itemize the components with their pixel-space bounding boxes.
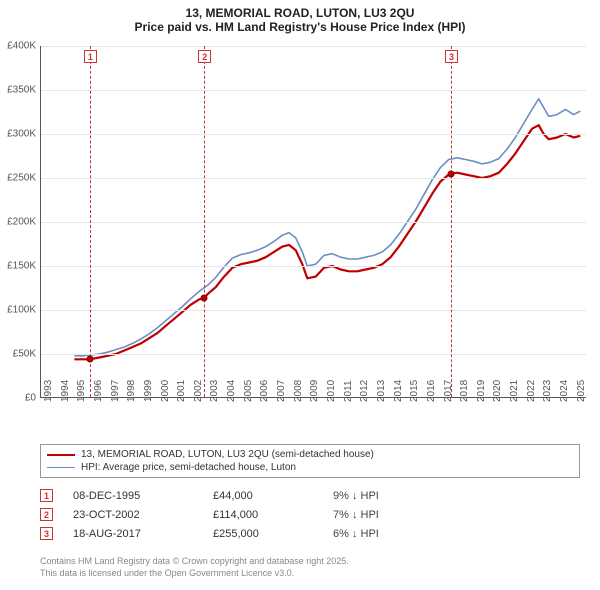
gridline-h (41, 266, 586, 267)
x-tick-label: 2012 (359, 380, 370, 402)
x-tick-label: 2022 (526, 380, 537, 402)
x-tick-label: 2003 (209, 380, 220, 402)
event-row-delta: 6% ↓ HPI (333, 528, 453, 540)
event-row-badge: 3 (40, 527, 53, 540)
y-tick-label: £150K (7, 261, 36, 272)
x-tick-label: 2023 (542, 380, 553, 402)
x-tick-label: 2009 (309, 380, 320, 402)
chart-area: 123 £0£50K£100K£150K£200K£250K£300K£350K… (40, 46, 586, 416)
title-address: 13, MEMORIAL ROAD, LUTON, LU3 2QU (10, 6, 590, 20)
x-tick-label: 2018 (459, 380, 470, 402)
event-row-price: £114,000 (213, 509, 313, 521)
x-tick-label: 2008 (293, 380, 304, 402)
x-tick-label: 2000 (160, 380, 171, 402)
event-marker-line (451, 46, 452, 397)
y-tick-label: £300K (7, 129, 36, 140)
event-row-price: £255,000 (213, 528, 313, 540)
x-tick-label: 2019 (476, 380, 487, 402)
event-row: 3 18-AUG-2017 £255,000 6% ↓ HPI (40, 524, 580, 543)
y-tick-label: £350K (7, 85, 36, 96)
event-row-delta: 9% ↓ HPI (333, 490, 453, 502)
gridline-h (41, 46, 586, 47)
x-tick-label: 2015 (409, 380, 420, 402)
legend-swatch (47, 454, 75, 456)
x-tick-label: 2006 (259, 380, 270, 402)
x-tick-label: 2010 (326, 380, 337, 402)
x-tick-label: 1996 (93, 380, 104, 402)
event-row-date: 08-DEC-1995 (73, 490, 193, 502)
series-line (74, 99, 580, 356)
x-tick-label: 2014 (393, 380, 404, 402)
event-row-badge: 2 (40, 508, 53, 521)
event-row-delta: 7% ↓ HPI (333, 509, 453, 521)
event-marker-badge: 1 (84, 50, 97, 63)
x-tick-label: 1997 (110, 380, 121, 402)
gridline-h (41, 222, 586, 223)
event-row: 2 23-OCT-2002 £114,000 7% ↓ HPI (40, 505, 580, 524)
event-row: 1 08-DEC-1995 £44,000 9% ↓ HPI (40, 486, 580, 505)
y-tick-label: £100K (7, 305, 36, 316)
x-tick-label: 2024 (559, 380, 570, 402)
x-tick-label: 2021 (509, 380, 520, 402)
x-tick-label: 2016 (426, 380, 437, 402)
event-marker-badge: 3 (445, 50, 458, 63)
footer: Contains HM Land Registry data © Crown c… (40, 556, 580, 579)
y-tick-label: £50K (13, 349, 36, 360)
footer-line1: Contains HM Land Registry data © Crown c… (40, 556, 580, 568)
x-tick-label: 2001 (176, 380, 187, 402)
legend: 13, MEMORIAL ROAD, LUTON, LU3 2QU (semi-… (40, 444, 580, 478)
x-tick-label: 2004 (226, 380, 237, 402)
x-tick-label: 2017 (443, 380, 454, 402)
x-tick-label: 2025 (576, 380, 587, 402)
plot-region: 1 2 3 (40, 46, 586, 398)
event-point (201, 294, 208, 301)
title-subtitle: Price paid vs. HM Land Registry's House … (10, 20, 590, 34)
x-tick-label: 2005 (243, 380, 254, 402)
gridline-h (41, 354, 586, 355)
event-point (86, 356, 93, 363)
series-line (74, 125, 580, 359)
footer-line2: This data is licensed under the Open Gov… (40, 568, 580, 580)
event-marker-line (90, 46, 91, 397)
x-tick-label: 1998 (126, 380, 137, 402)
legend-item: 13, MEMORIAL ROAD, LUTON, LU3 2QU (semi-… (47, 448, 573, 461)
chart-container: 13, MEMORIAL ROAD, LUTON, LU3 2QU Price … (0, 0, 600, 590)
x-tick-label: 2013 (376, 380, 387, 402)
x-tick-label: 2002 (193, 380, 204, 402)
gridline-h (41, 310, 586, 311)
x-tick-label: 1993 (43, 380, 54, 402)
event-row-badge: 1 (40, 489, 53, 502)
legend-label: HPI: Average price, semi-detached house,… (81, 462, 296, 473)
event-marker-badge: 2 (198, 50, 211, 63)
title-block: 13, MEMORIAL ROAD, LUTON, LU3 2QU Price … (0, 0, 600, 38)
legend-swatch (47, 467, 75, 468)
x-tick-label: 1994 (60, 380, 71, 402)
y-tick-label: £250K (7, 173, 36, 184)
gridline-h (41, 134, 586, 135)
gridline-h (41, 178, 586, 179)
gridline-h (41, 90, 586, 91)
events-table: 1 08-DEC-1995 £44,000 9% ↓ HPI 2 23-OCT-2002 £… (40, 486, 580, 543)
x-tick-label: 1999 (143, 380, 154, 402)
x-tick-label: 1995 (76, 380, 87, 402)
event-row-price: £44,000 (213, 490, 313, 502)
x-tick-label: 2020 (492, 380, 503, 402)
x-tick-label: 2011 (343, 380, 354, 402)
y-tick-label: £200K (7, 217, 36, 228)
y-tick-label: £400K (7, 41, 36, 52)
x-tick-label: 2007 (276, 380, 287, 402)
y-tick-label: £0 (25, 393, 36, 404)
legend-item: HPI: Average price, semi-detached house,… (47, 461, 573, 474)
event-row-date: 23-OCT-2002 (73, 509, 193, 521)
event-marker-line (204, 46, 205, 397)
event-point (447, 170, 454, 177)
legend-label: 13, MEMORIAL ROAD, LUTON, LU3 2QU (semi-… (81, 449, 374, 460)
event-row-date: 18-AUG-2017 (73, 528, 193, 540)
